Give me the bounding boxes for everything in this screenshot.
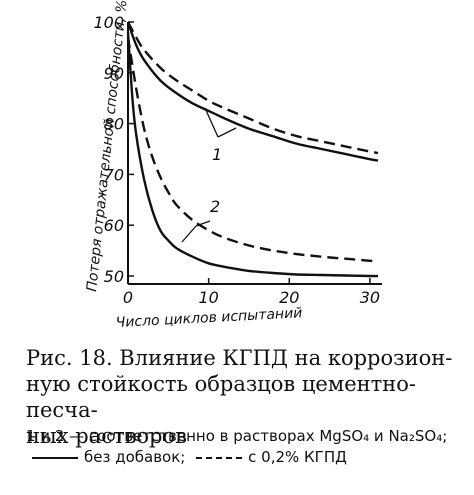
legend-dashed-line: [196, 456, 243, 459]
series-1-dashed-line: [126, 21, 379, 155]
x-ticks: 0 10 20 30: [123, 278, 380, 307]
series-2-dashed-line: [126, 37, 379, 263]
figure-legend: 1 и 2 — соответственно в растворах MgSO₄…: [26, 426, 466, 468]
legend-solid-label: без добавок;: [84, 448, 186, 466]
series-2-solid-line: [126, 32, 379, 278]
x-tick-label: 0: [123, 288, 133, 307]
series-annotations: 1 2: [181, 107, 237, 243]
label-2-leader-b: [195, 220, 211, 227]
y-tick-label: 80: [104, 115, 124, 134]
caption-line-3: ных растворов: [26, 424, 187, 448]
label-1-leader-b: [217, 127, 237, 138]
chart: 50 60 70 80 90 100 0 10 20 30 1 2 Потеря отражат…: [84, 0, 382, 331]
label-1-leader: [204, 107, 219, 138]
series-1-solid-line: [126, 21, 379, 162]
caption-line-1: Рис. 18. Влияние КГПД на коррозион-: [26, 346, 453, 370]
y-tick-label: 90: [104, 64, 124, 83]
caption-line-2: ную стойкость образцов цементно-песча-: [26, 372, 416, 422]
x-axis-title: Число циклов испытаний: [115, 305, 302, 331]
series-label-1: 1: [212, 145, 222, 164]
axes: [127, 22, 382, 285]
series-label-2: 2: [210, 197, 220, 216]
legend-series-note: 1 и 2 — соответственно в растворах MgSO₄…: [26, 427, 448, 445]
y-tick-label: 50: [104, 267, 124, 286]
x-tick-label: 20: [279, 288, 299, 307]
label-2-leader: [181, 225, 197, 243]
y-axis-title: Потеря отражательной способности, %: [84, 0, 131, 292]
x-tick-label: 10: [198, 288, 218, 307]
series-lines: [126, 21, 379, 278]
y-ticks: 50 60 70 80 90 100: [93, 13, 134, 286]
x-tick-label: 30: [360, 288, 380, 307]
legend-solid-line: [32, 456, 78, 459]
y-tick-label: 70: [104, 165, 124, 184]
y-tick-label: 100: [93, 13, 124, 32]
figure-caption: Рис. 18. Влияние КГПД на коррозион- ную …: [26, 345, 466, 449]
y-tick-label: 60: [104, 216, 124, 235]
legend-dashed-label: с 0,2% КГПД: [248, 448, 347, 466]
